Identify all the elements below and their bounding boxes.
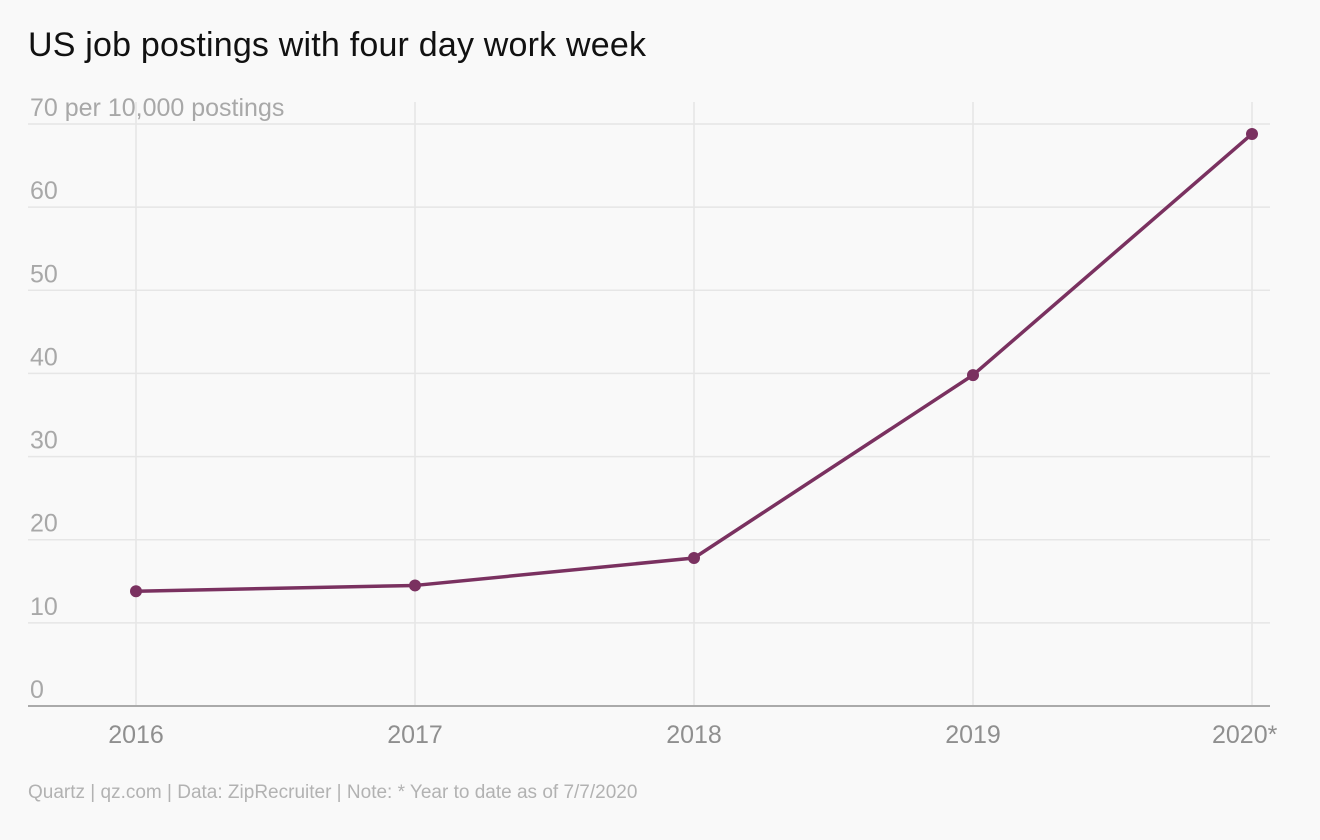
x-tick-label-1: 2017: [387, 721, 443, 749]
x-tick-label-0: 2016: [108, 721, 164, 749]
y-tick-label-40: 40: [30, 343, 58, 371]
data-point-2018: [688, 552, 700, 565]
y-tick-label-10: 10: [30, 593, 58, 621]
y-tick-label-70: 70 per 10,000 postings: [30, 94, 284, 122]
tick-labels: 0 10 20 30 40 50 60 70 per 10,000 postings 2016 2…: [30, 94, 1278, 749]
x-tick-label-3: 2019: [945, 721, 1001, 749]
gridlines: [28, 102, 1270, 706]
y-tick-label-50: 50: [30, 260, 58, 288]
data-point-2017: [409, 579, 421, 592]
y-tick-label-30: 30: [30, 427, 58, 455]
x-tick-label-4: 2020*: [1212, 721, 1278, 749]
x-tick-label-2: 2018: [666, 721, 722, 749]
series-layer: [130, 127, 1258, 598]
data-point-2019: [967, 369, 979, 382]
y-tick-label-60: 60: [30, 177, 58, 205]
y-tick-label-20: 20: [30, 510, 58, 538]
data-point-2020*: [1246, 127, 1258, 140]
source-note: Quartz | qz.com | Data: ZipRecruiter | N…: [28, 782, 638, 803]
y-tick-label-0: 0: [30, 676, 44, 704]
chart-title: US job postings with four day work week: [28, 26, 647, 64]
data-point-2016: [130, 585, 142, 598]
